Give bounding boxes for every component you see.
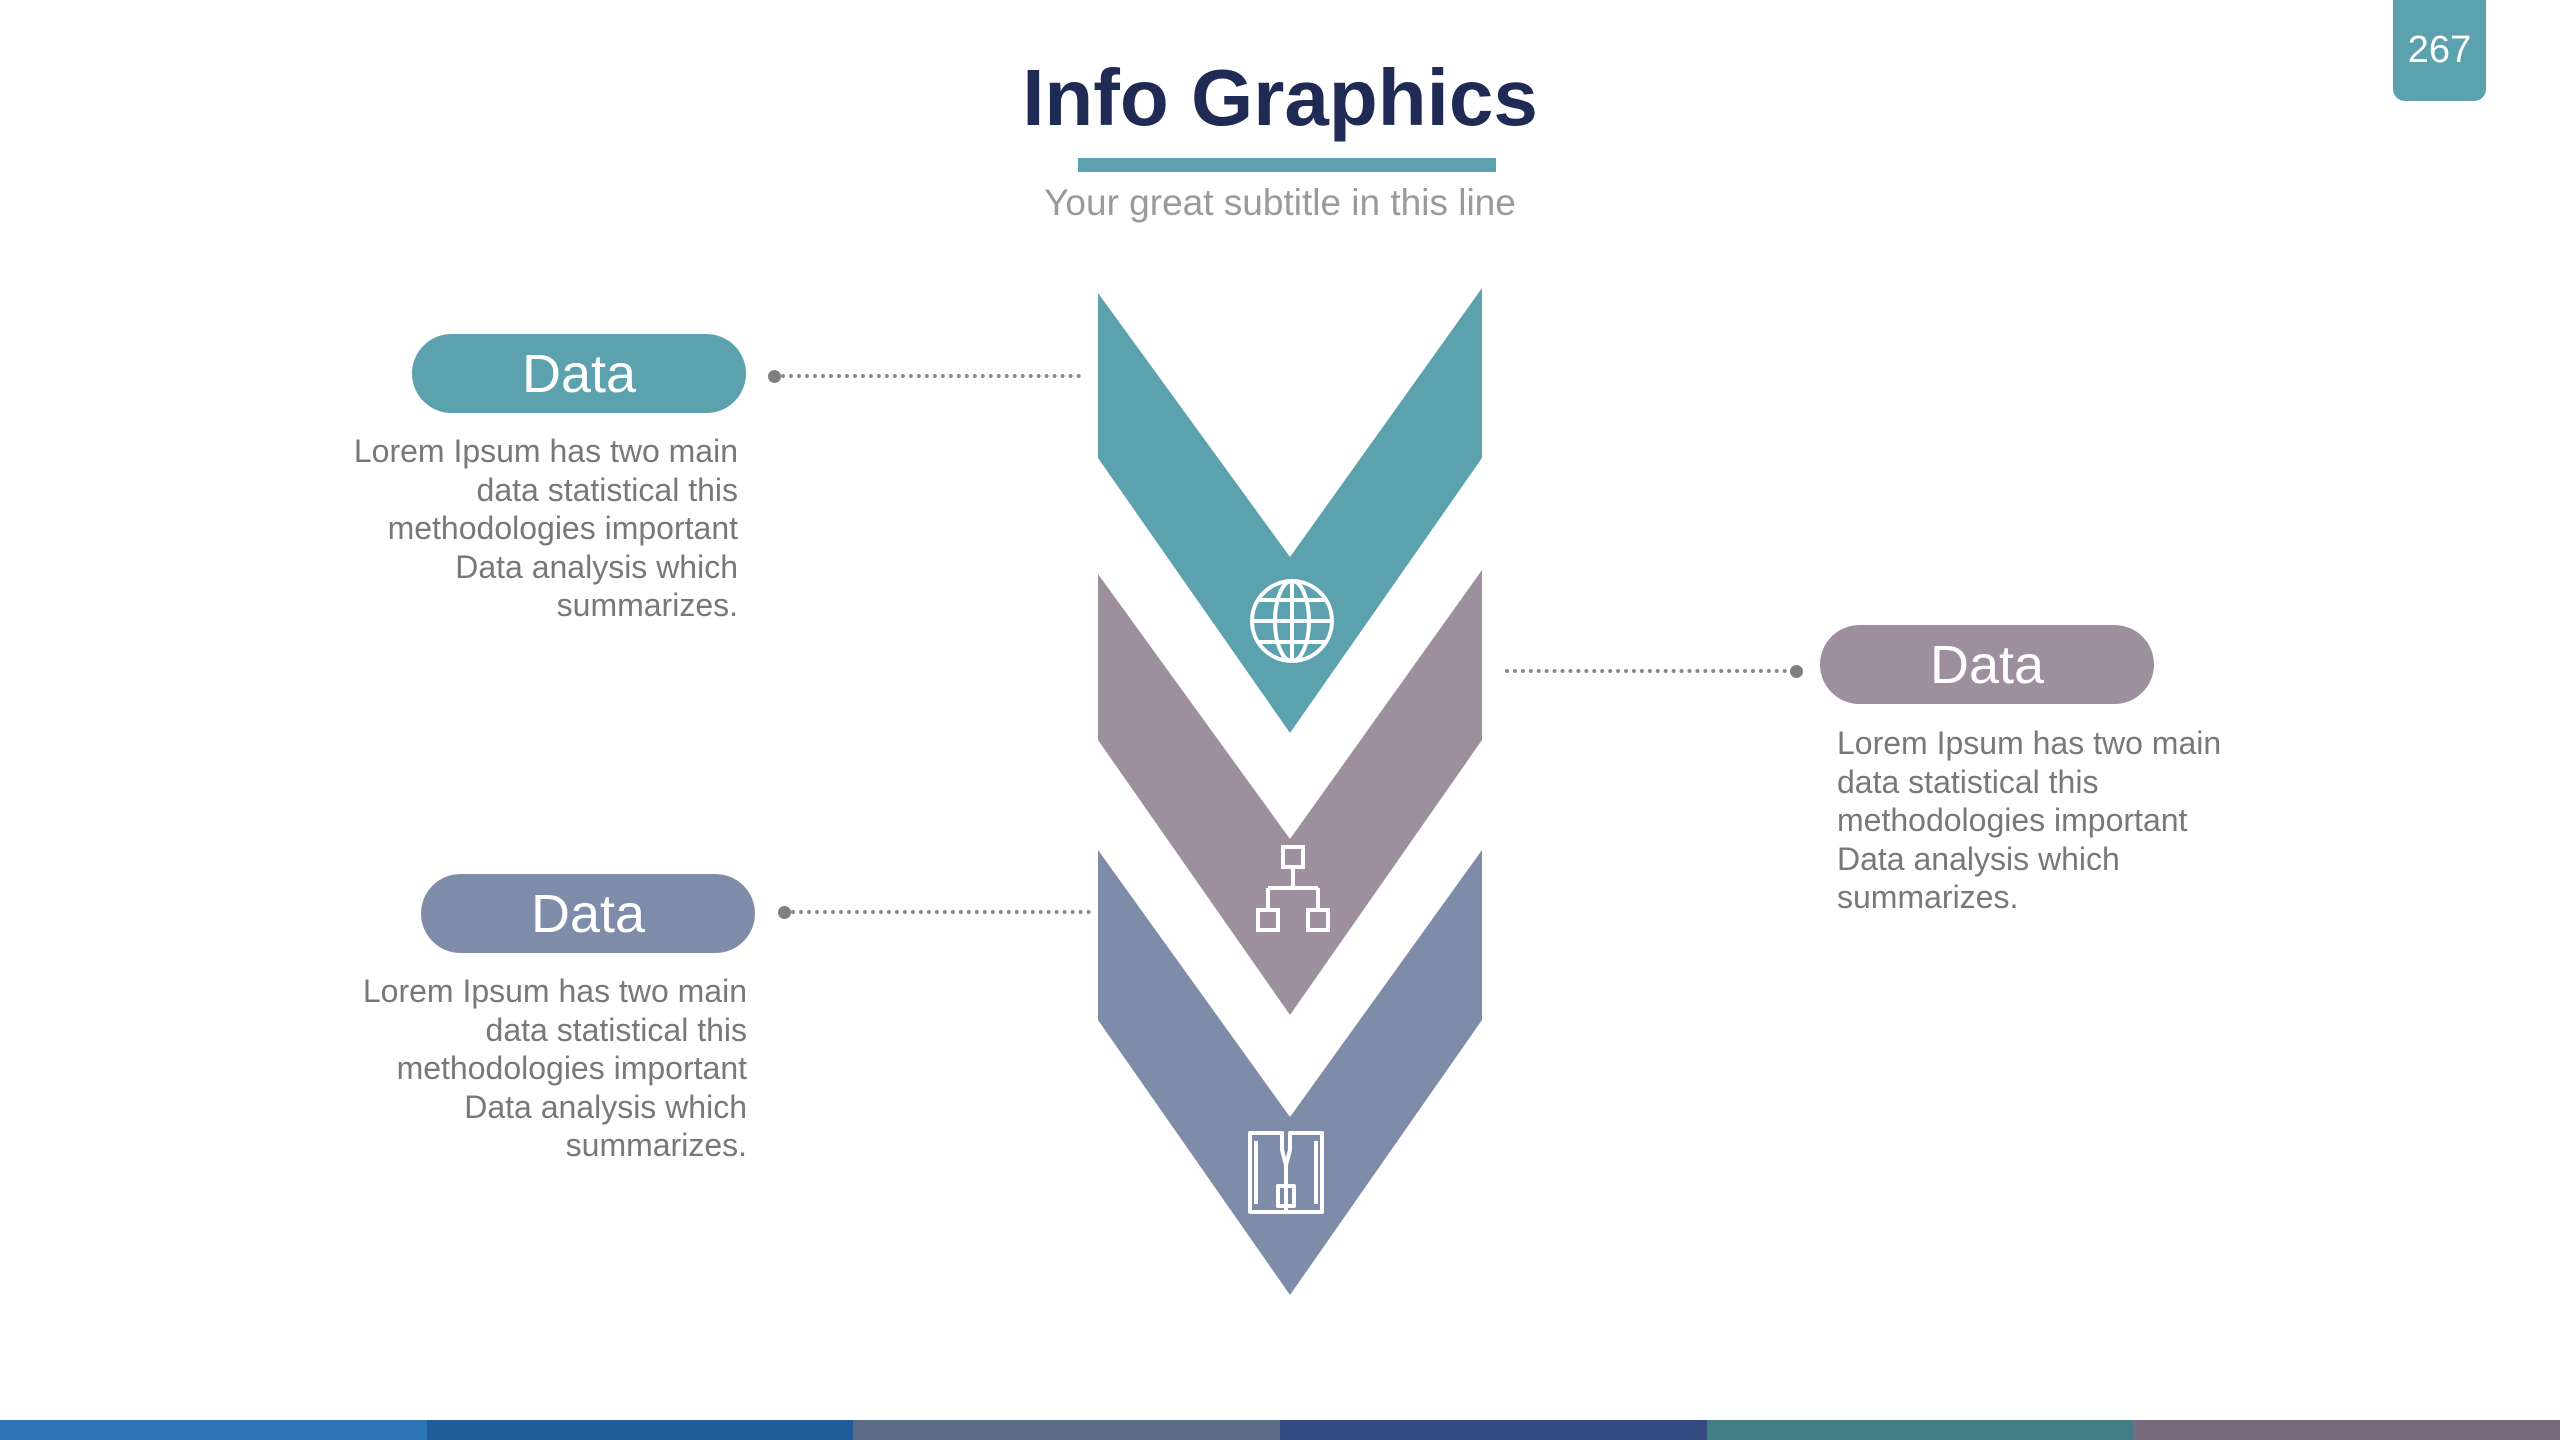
step-1-connector — [781, 374, 1081, 378]
step-1-label-pill: Data — [412, 334, 746, 413]
step-1-description: Lorem Ipsum has two main data statistica… — [353, 433, 738, 623]
footer-segment — [1706, 1420, 2134, 1440]
step-2-connector — [1505, 669, 1795, 673]
footer-segment — [426, 1420, 854, 1440]
hierarchy-icon — [1256, 845, 1330, 932]
title-underline — [1078, 158, 1496, 172]
binoculars-icon — [1248, 1131, 1324, 1214]
chevron-step-2 — [1098, 570, 1482, 1015]
footer-segment — [853, 1420, 1281, 1440]
step-2-label-pill: Data — [1820, 625, 2154, 704]
step-3-description: Lorem Ipsum has two main data statistica… — [362, 973, 747, 1163]
footer-segment — [0, 1420, 427, 1440]
step-2-connector-dot — [1790, 665, 1803, 678]
footer-color-bar — [0, 1420, 2560, 1440]
footer-segment — [2133, 1420, 2560, 1440]
step-2-description: Lorem Ipsum has two main data statistica… — [1837, 725, 2222, 915]
step-3-connector — [791, 910, 1091, 914]
slide-subtitle: Your great subtitle in this line — [1044, 182, 1516, 223]
page-number-badge: 267 — [2393, 0, 2486, 101]
step-3-connector-dot — [778, 906, 791, 919]
step-3-label-pill: Data — [421, 874, 755, 953]
globe-icon — [1250, 579, 1334, 663]
footer-segment — [1280, 1420, 1707, 1440]
slide-title: Info Graphics — [1022, 53, 1538, 142]
step-1-connector-dot — [768, 370, 781, 383]
